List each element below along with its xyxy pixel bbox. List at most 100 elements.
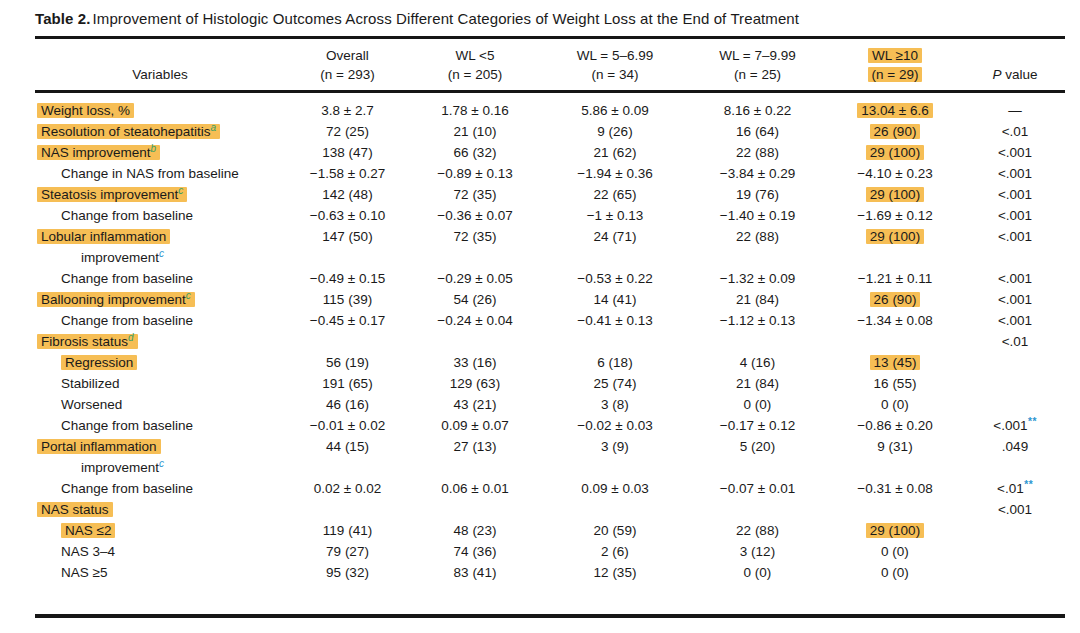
data-cell: 0.09 ± 0.03 bbox=[540, 478, 690, 499]
data-cell: 142 (48) bbox=[285, 184, 410, 205]
data-cell: 0 (0) bbox=[825, 541, 965, 562]
cell-highlight: 13.04 ± 6.6 bbox=[857, 103, 932, 118]
data-cell: 12 (35) bbox=[540, 562, 690, 583]
footnote-marker: c bbox=[186, 290, 191, 301]
row-label-line: Steatosis improvementc bbox=[37, 184, 285, 205]
cell-value: 21 (84) bbox=[736, 376, 779, 391]
data-cell: −1.94 ± 0.36 bbox=[540, 163, 690, 184]
data-cell: 3 (9) bbox=[540, 436, 690, 478]
row-label-cell: NAS improvementb bbox=[35, 142, 285, 163]
row-label: Change in NAS from baseline bbox=[61, 166, 239, 181]
table-row: Worsened46 (16)43 (21)3 (8)0 (0)0 (0) bbox=[35, 394, 1065, 415]
column-header-text: Overall bbox=[326, 48, 369, 63]
cell-value: 142 (48) bbox=[322, 187, 372, 202]
column-header-line1: Overall bbox=[285, 46, 410, 65]
data-cell: 147 (50) bbox=[285, 226, 410, 268]
cell-value: −1.34 ± 0.08 bbox=[857, 313, 932, 328]
cell-value: 44 (15) bbox=[326, 439, 369, 454]
row-label-cell: Change in NAS from baseline bbox=[35, 163, 285, 184]
row-label-line: Change from baseline bbox=[37, 205, 285, 226]
table-row: Change in NAS from baseline−1.58 ± 0.27−… bbox=[35, 163, 1065, 184]
table-row: Ballooning improvementc115 (39)54 (26)14… bbox=[35, 289, 1065, 310]
row-label: Change from baseline bbox=[61, 418, 193, 433]
cell-value: −0.17 ± 0.12 bbox=[720, 418, 795, 433]
data-cell: 129 (63) bbox=[410, 373, 540, 394]
data-cell: 16 (55) bbox=[825, 373, 965, 394]
data-cell: 1.78 ± 0.16 bbox=[410, 92, 540, 122]
data-cell: 29 (100) bbox=[825, 142, 965, 163]
row-label: NAS ≥5 bbox=[61, 565, 107, 580]
column-header-text: WL ≥10 bbox=[868, 48, 922, 63]
row-label: Change from baseline bbox=[61, 208, 193, 223]
row-label-cell: Portal inflammationimprovementc bbox=[35, 436, 285, 478]
p-value-cell: <.001 bbox=[965, 205, 1065, 226]
cell-value: 56 (19) bbox=[326, 355, 369, 370]
row-label-line: Portal inflammation bbox=[37, 436, 285, 457]
header-row: VariablesOverall(n = 293)WL <5(n = 205)W… bbox=[35, 39, 1065, 92]
cell-value: −0.86 ± 0.20 bbox=[857, 418, 932, 433]
row-label-cell: Fibrosis statusd bbox=[35, 331, 285, 352]
cell-value: −0.01 ± 0.02 bbox=[310, 418, 385, 433]
cell-value: 0 (0) bbox=[744, 397, 772, 412]
cell-value: −0.24 ± 0.04 bbox=[437, 313, 512, 328]
footnote-marker: c bbox=[159, 248, 164, 259]
data-cell bbox=[410, 331, 540, 352]
data-cell: 56 (19) bbox=[285, 352, 410, 373]
cell-value: 16 (55) bbox=[874, 376, 917, 391]
cell-value: 0.06 ± 0.01 bbox=[441, 481, 508, 496]
column-header-line2: (n = 34) bbox=[540, 65, 690, 84]
p-value: <.001 bbox=[998, 292, 1032, 307]
p-value: .049 bbox=[1002, 439, 1028, 454]
cell-value: 43 (21) bbox=[454, 397, 497, 412]
cell-value: 21 (62) bbox=[594, 145, 637, 160]
column-header-line1: WL <5 bbox=[410, 46, 540, 65]
data-cell: 0 (0) bbox=[825, 562, 965, 583]
data-cell bbox=[690, 331, 825, 352]
cell-value: 79 (27) bbox=[326, 544, 369, 559]
p-value-cell: <.001 bbox=[965, 499, 1065, 520]
cell-value: 48 (23) bbox=[454, 523, 497, 538]
cell-value: −0.41 ± 0.13 bbox=[577, 313, 652, 328]
data-cell: 20 (59) bbox=[540, 520, 690, 541]
cell-value: 9 (26) bbox=[597, 124, 632, 139]
row-label-line: NAS status bbox=[37, 499, 285, 520]
p-value-cell: <.001 bbox=[965, 289, 1065, 310]
row-label-cell: Change from baseline bbox=[35, 268, 285, 289]
cell-value: 22 (88) bbox=[736, 145, 779, 160]
p-value-cell: <.001 bbox=[965, 226, 1065, 268]
data-cell: 13.04 ± 6.6 bbox=[825, 92, 965, 122]
column-header-pvalue: P value bbox=[965, 39, 1065, 92]
data-cell: 3.8 ± 2.7 bbox=[285, 92, 410, 122]
cell-value: −0.49 ± 0.15 bbox=[310, 271, 385, 286]
row-label-line: Regression bbox=[37, 352, 285, 373]
row-label: Steatosis improvementc bbox=[37, 187, 187, 202]
table-row: Change from baseline−0.01 ± 0.020.09 ± 0… bbox=[35, 415, 1065, 436]
row-label: Weight loss, % bbox=[37, 103, 134, 118]
data-cell: 8.16 ± 0.22 bbox=[690, 92, 825, 122]
data-cell: 5 (20) bbox=[690, 436, 825, 478]
data-cell: 9 (31) bbox=[825, 436, 965, 478]
cell-value: 66 (32) bbox=[454, 145, 497, 160]
paper-table-figure: Table 2.Improvement of Histologic Outcom… bbox=[0, 0, 1080, 618]
data-cell: 29 (100) bbox=[825, 184, 965, 205]
p-value: — bbox=[1008, 103, 1022, 118]
bottom-rule bbox=[35, 614, 1065, 618]
p-value-cell bbox=[965, 541, 1065, 562]
cell-value: 19 (76) bbox=[736, 187, 779, 202]
data-cell: 9 (26) bbox=[540, 121, 690, 142]
data-cell: 44 (15) bbox=[285, 436, 410, 478]
data-cell: 13 (45) bbox=[825, 352, 965, 373]
cell-value: −1.21 ± 0.11 bbox=[858, 271, 932, 286]
data-cell: 54 (26) bbox=[410, 289, 540, 310]
row-label: Change from baseline bbox=[61, 313, 193, 328]
data-cell bbox=[540, 331, 690, 352]
cell-value: −0.63 ± 0.10 bbox=[310, 208, 385, 223]
data-cell: 115 (39) bbox=[285, 289, 410, 310]
row-label-line: NAS ≥5 bbox=[37, 562, 285, 583]
p-value-cell: <.001 bbox=[965, 163, 1065, 184]
row-label: Fibrosis statusd bbox=[37, 334, 138, 349]
cell-value: 8.16 ± 0.22 bbox=[724, 103, 791, 118]
data-cell: 0.02 ± 0.02 bbox=[285, 478, 410, 499]
data-cell: 19 (76) bbox=[690, 184, 825, 205]
data-cell: 72 (25) bbox=[285, 121, 410, 142]
